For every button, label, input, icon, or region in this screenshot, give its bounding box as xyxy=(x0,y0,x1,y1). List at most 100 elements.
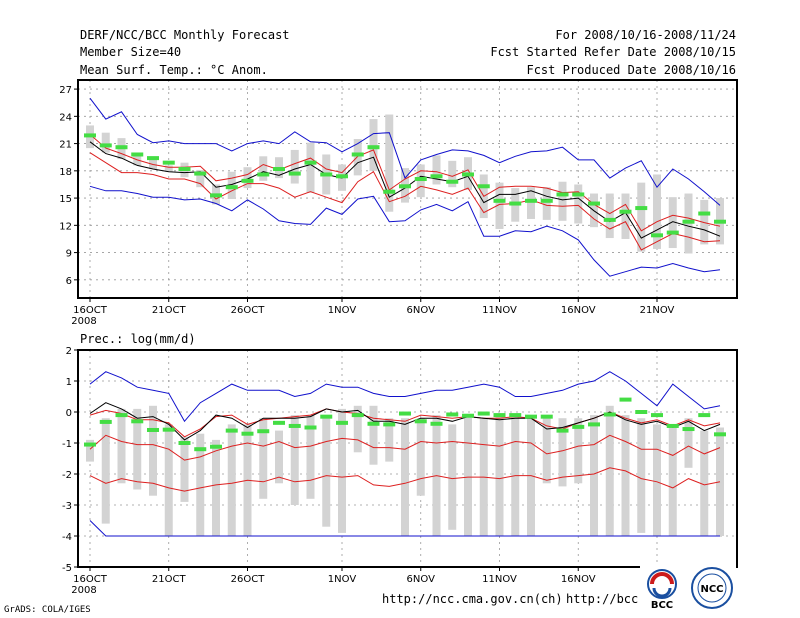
spread-lower-line xyxy=(89,152,721,251)
y-tick-label: -3 xyxy=(62,501,72,512)
spread-box xyxy=(133,152,142,166)
spread-box xyxy=(86,439,94,462)
spread-box xyxy=(322,415,331,527)
median-mark xyxy=(651,233,663,238)
x-tick-label: 1NOV xyxy=(328,305,357,316)
median-mark xyxy=(651,413,663,418)
median-mark xyxy=(698,413,711,418)
median-mark xyxy=(540,198,553,203)
x-tick-label: 11NOV xyxy=(482,305,517,316)
median-mark xyxy=(525,414,537,419)
median-mark xyxy=(336,174,348,179)
y-tick-label: -1 xyxy=(62,439,72,450)
lower-bound-line xyxy=(89,467,721,492)
member-size: Member Size=40 xyxy=(80,45,182,59)
spread-upper-line xyxy=(89,134,721,232)
x-tick-label: 26OCT xyxy=(231,574,266,585)
spread-box xyxy=(353,139,362,176)
spread-box xyxy=(542,418,551,484)
spread-box xyxy=(495,415,504,536)
spread-box xyxy=(243,167,252,189)
spread-box xyxy=(684,418,693,468)
x-tick-year-label: 2008 xyxy=(71,585,96,596)
spread-box xyxy=(164,424,173,536)
start-date: Fcst Started Refer Date 2008/10/15 xyxy=(490,45,736,59)
median-mark xyxy=(446,179,459,184)
median-mark xyxy=(603,217,616,222)
ncc-url[interactable]: http://ncc.cma.gov.cn(ch) xyxy=(382,592,563,606)
spread-box xyxy=(306,415,315,499)
spread-box xyxy=(385,418,394,462)
spread-box xyxy=(290,415,299,505)
spread-box xyxy=(401,418,409,536)
y-tick-label: -2 xyxy=(62,470,72,481)
grads-credit: GrADS: COLA/IGES xyxy=(4,605,91,615)
spread-box xyxy=(369,405,378,465)
spread-box xyxy=(306,142,315,193)
spread-box xyxy=(668,427,677,536)
median-mark xyxy=(619,397,632,402)
spread-box xyxy=(385,114,394,212)
spread-box xyxy=(290,149,299,184)
median-mark xyxy=(682,219,695,224)
median-mark xyxy=(320,172,333,177)
median-mark xyxy=(509,413,522,418)
spread-box xyxy=(637,418,646,533)
median-mark xyxy=(666,423,679,428)
median-mark xyxy=(556,428,569,433)
median-mark xyxy=(525,198,537,203)
median-mark xyxy=(320,414,333,419)
max-line xyxy=(89,371,721,423)
median-mark xyxy=(588,201,600,206)
median-mark xyxy=(178,441,191,445)
spread-box xyxy=(448,424,457,530)
x-tick-label: 16OCT xyxy=(73,305,108,316)
y-tick-label: 12 xyxy=(59,221,72,232)
median-mark xyxy=(336,420,348,425)
spread-box xyxy=(353,405,362,453)
median-mark xyxy=(194,171,207,176)
spread-box xyxy=(164,165,173,172)
spread-box xyxy=(448,160,457,188)
median-mark xyxy=(257,429,270,434)
spread-box xyxy=(196,433,205,536)
chart-title: DERF/NCC/BCC Monthly Forecast xyxy=(80,28,290,42)
median-mark xyxy=(383,422,396,427)
spread-box xyxy=(180,436,189,502)
x-tick-label: 11NOV xyxy=(482,574,517,585)
precip-panel-title: Prec.: log(mm/d) xyxy=(80,332,196,346)
spread-box xyxy=(653,174,661,249)
median-mark xyxy=(241,178,254,183)
median-mark xyxy=(84,133,96,138)
spread-box xyxy=(542,187,551,220)
median-mark xyxy=(430,174,443,179)
y-tick-label: 6 xyxy=(66,276,72,287)
spread-box xyxy=(464,415,472,536)
median-mark xyxy=(714,219,726,224)
spread-box xyxy=(700,430,709,536)
median-mark xyxy=(241,431,254,436)
spread-box xyxy=(338,408,346,533)
median-mark xyxy=(477,411,490,416)
median-mark xyxy=(99,419,112,424)
spread-box xyxy=(558,181,567,221)
median-mark xyxy=(273,420,285,425)
median-mark xyxy=(84,442,96,447)
spread-box xyxy=(259,418,268,499)
x-tick-label: 21OCT xyxy=(152,305,187,316)
median-mark xyxy=(147,156,159,161)
y-tick-label: 21 xyxy=(59,140,72,151)
x-tick-label: 1NOV xyxy=(328,574,357,585)
median-mark xyxy=(162,427,175,432)
median-mark xyxy=(288,423,301,428)
forecast-period: For 2008/10/16-2008/11/24 xyxy=(555,28,736,42)
x-tick-label: 6NOV xyxy=(407,305,436,316)
y-tick-label: 1 xyxy=(66,377,72,388)
bcc-url[interactable]: http://bcc. xyxy=(566,592,646,606)
spread-box xyxy=(637,182,646,252)
spread-box xyxy=(621,193,630,239)
produced-date: Fcst Produced Date 2008/10/16 xyxy=(526,63,736,77)
spread-box xyxy=(101,132,110,153)
median-mark xyxy=(414,419,427,424)
